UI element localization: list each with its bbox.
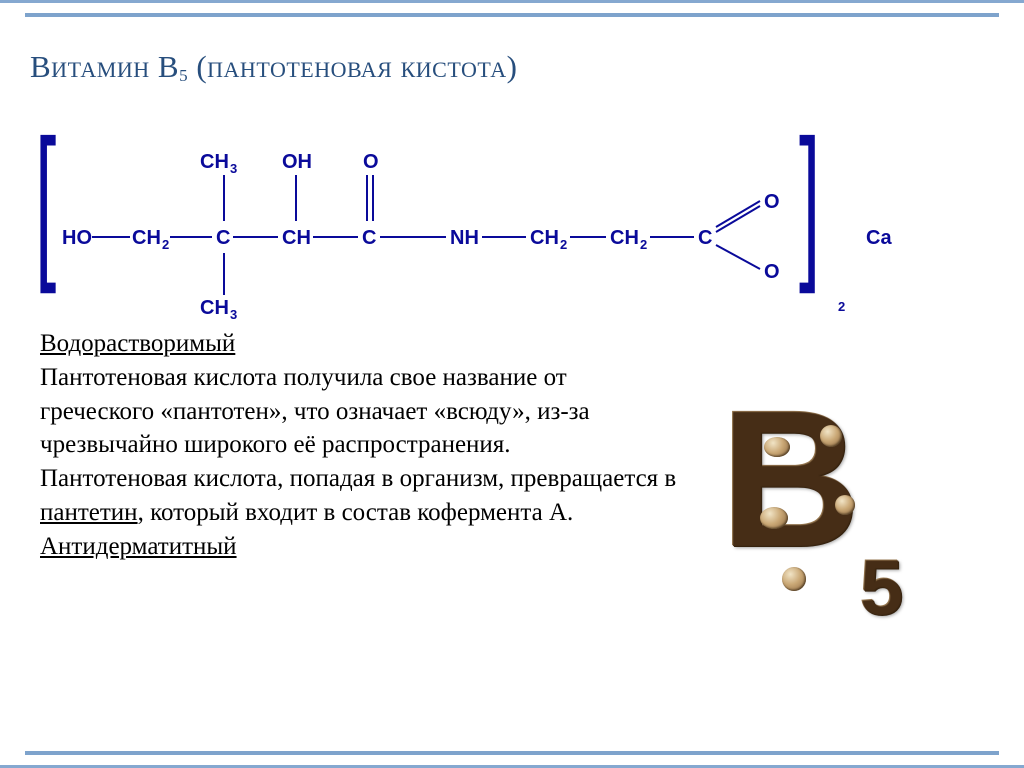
chemical-structure: []HOCH2CCHCNHCH2CH2CCH3OHOCH3OOCa2 (30, 99, 970, 319)
atom-label: 3 (230, 307, 237, 322)
atom-label: CH (610, 227, 639, 250)
b5-letter: B (720, 367, 861, 591)
atom-label: C (698, 227, 712, 250)
atom-label: Ca (866, 227, 892, 250)
nut-icon (760, 507, 788, 529)
bracket: [ (35, 115, 56, 285)
prop-soluble: Водорастворимый (40, 330, 235, 357)
atom-label: 2 (640, 237, 647, 252)
atom-label: O (764, 261, 780, 284)
atom-label: 2 (560, 237, 567, 252)
atom-label: NH (450, 227, 479, 250)
slide-container: Витамин В5 (пантотеновая кистота) [] HO CH… (0, 0, 1024, 768)
atom-label: O (764, 191, 780, 214)
nut-icon (820, 425, 842, 447)
atom-label: CH (282, 227, 311, 250)
b5-subscript: 5 (860, 542, 903, 633)
atom-label: CH (530, 227, 559, 250)
slide-title: Витамин В5 (пантотеновая кистота) (30, 49, 994, 85)
body-row: Водорастворимый Пантотеновая кислота пол… (30, 327, 994, 657)
body-text: Водорастворимый Пантотеновая кислота пол… (40, 327, 680, 563)
atom-label: CH (132, 227, 161, 250)
b5-graphic: B 5 (720, 397, 910, 657)
atom-label: HO (62, 227, 92, 250)
nut-icon (764, 437, 790, 457)
bracket: ] (799, 115, 820, 285)
nut-icon (782, 567, 806, 591)
atom-label: C (362, 227, 376, 250)
atom-label: 2 (162, 237, 169, 252)
atom-label: O (363, 151, 379, 174)
atom-label: CH (200, 151, 229, 174)
para-origin: Пантотеновая кислота получила свое назва… (40, 361, 680, 462)
prop-antidermatit: Антидерматитный (40, 533, 237, 560)
para-pantetin: Пантотеновая кислота, попадая в организм… (40, 462, 680, 530)
atom-label: 3 (230, 161, 237, 176)
atom-label: C (216, 227, 230, 250)
atom-label: 2 (838, 299, 845, 314)
bond-lines (30, 99, 970, 319)
atom-label: CH (200, 297, 229, 320)
atom-label: OH (282, 151, 312, 174)
nut-icon (835, 495, 855, 515)
